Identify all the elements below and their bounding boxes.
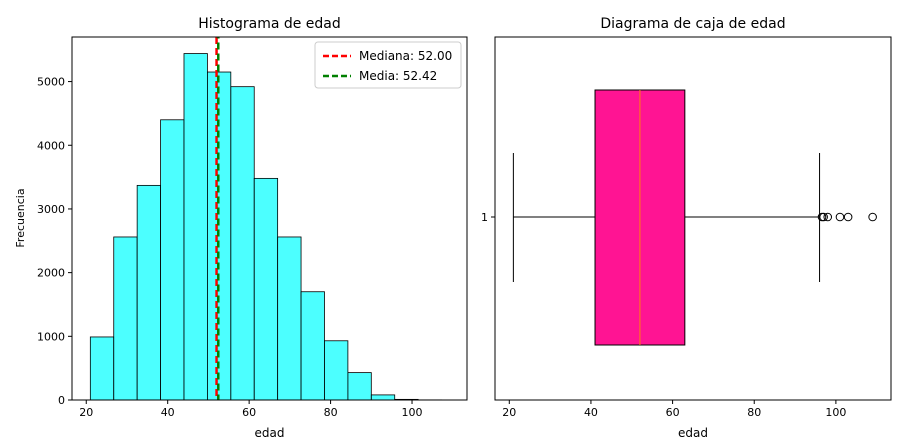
outlier-point xyxy=(819,212,828,222)
histogram-bar xyxy=(136,184,161,401)
x-tick-label: 60 xyxy=(242,406,256,419)
y-tick-label: 1000 xyxy=(37,330,65,343)
x-tick-label: 100 xyxy=(402,406,423,419)
x-tick-label: 80 xyxy=(747,406,761,419)
histogram-bar xyxy=(89,336,115,401)
histogram-bar xyxy=(277,236,302,401)
y-tick-label: 1 xyxy=(481,211,488,224)
histogram-plot-frame xyxy=(71,36,468,401)
legend-median-label: Mediana: 52.00 xyxy=(359,49,452,63)
boxplot-title: Diagrama de caja de edad xyxy=(600,16,785,32)
x-tick-label: 20 xyxy=(79,406,93,419)
x-tick-label: 40 xyxy=(584,406,598,419)
y-tick-label: 3000 xyxy=(37,203,65,216)
boxplot-y-ticks: 1 xyxy=(481,211,495,224)
boxplot-chart: Diagrama de caja de edad 20 40 60 80 100 1 e… xyxy=(481,16,892,440)
histogram-x-ticks: 20 40 60 80 100 xyxy=(79,400,423,419)
boxplot-outliers xyxy=(817,212,877,222)
legend-frame xyxy=(314,41,462,89)
histogram-bars xyxy=(89,53,466,401)
outlier-point xyxy=(868,212,877,222)
y-tick-label: 4000 xyxy=(37,139,65,152)
histogram-bar xyxy=(324,340,349,401)
histogram-bar xyxy=(370,394,396,401)
histogram-x-axis-label: edad xyxy=(255,426,285,440)
histogram-bar xyxy=(347,372,372,401)
boxplot-x-axis-label: edad xyxy=(678,426,708,440)
legend-mean-label: Media: 52.42 xyxy=(359,69,437,83)
histogram-legend: Mediana: 52.00 Media: 52.42 xyxy=(314,41,462,89)
x-tick-label: 20 xyxy=(502,406,516,419)
histogram-reference-lines xyxy=(215,37,220,400)
x-tick-label: 60 xyxy=(666,406,680,419)
y-tick-label: 2000 xyxy=(37,267,65,280)
histogram-bar xyxy=(253,177,279,401)
x-tick-label: 80 xyxy=(324,406,338,419)
x-tick-label: 100 xyxy=(825,406,846,419)
histogram-bar xyxy=(300,291,325,401)
histogram-y-axis-label: Frecuencia xyxy=(14,188,27,247)
boxplot-plot-frame xyxy=(494,36,892,401)
outlier-point xyxy=(835,212,845,222)
boxplot-body xyxy=(512,89,821,346)
histogram-bar xyxy=(113,236,138,401)
y-tick-label: 5000 xyxy=(37,76,65,89)
boxplot-x-ticks: 20 40 60 80 100 xyxy=(502,400,846,419)
histogram-bar xyxy=(230,86,255,401)
histogram-bar xyxy=(160,119,185,401)
histogram-title: Histograma de edad xyxy=(198,16,341,32)
x-tick-label: 40 xyxy=(161,406,175,419)
histogram-y-ticks: 0 1000 2000 3000 4000 5000 xyxy=(37,76,72,407)
histogram-bar xyxy=(183,53,208,401)
y-tick-label: 0 xyxy=(58,394,65,407)
outlier-point xyxy=(843,212,853,222)
outlier-point xyxy=(823,212,833,222)
histogram-chart: Histograma de edad 20 40 60 80 100 0 1000 2000… xyxy=(14,16,468,440)
